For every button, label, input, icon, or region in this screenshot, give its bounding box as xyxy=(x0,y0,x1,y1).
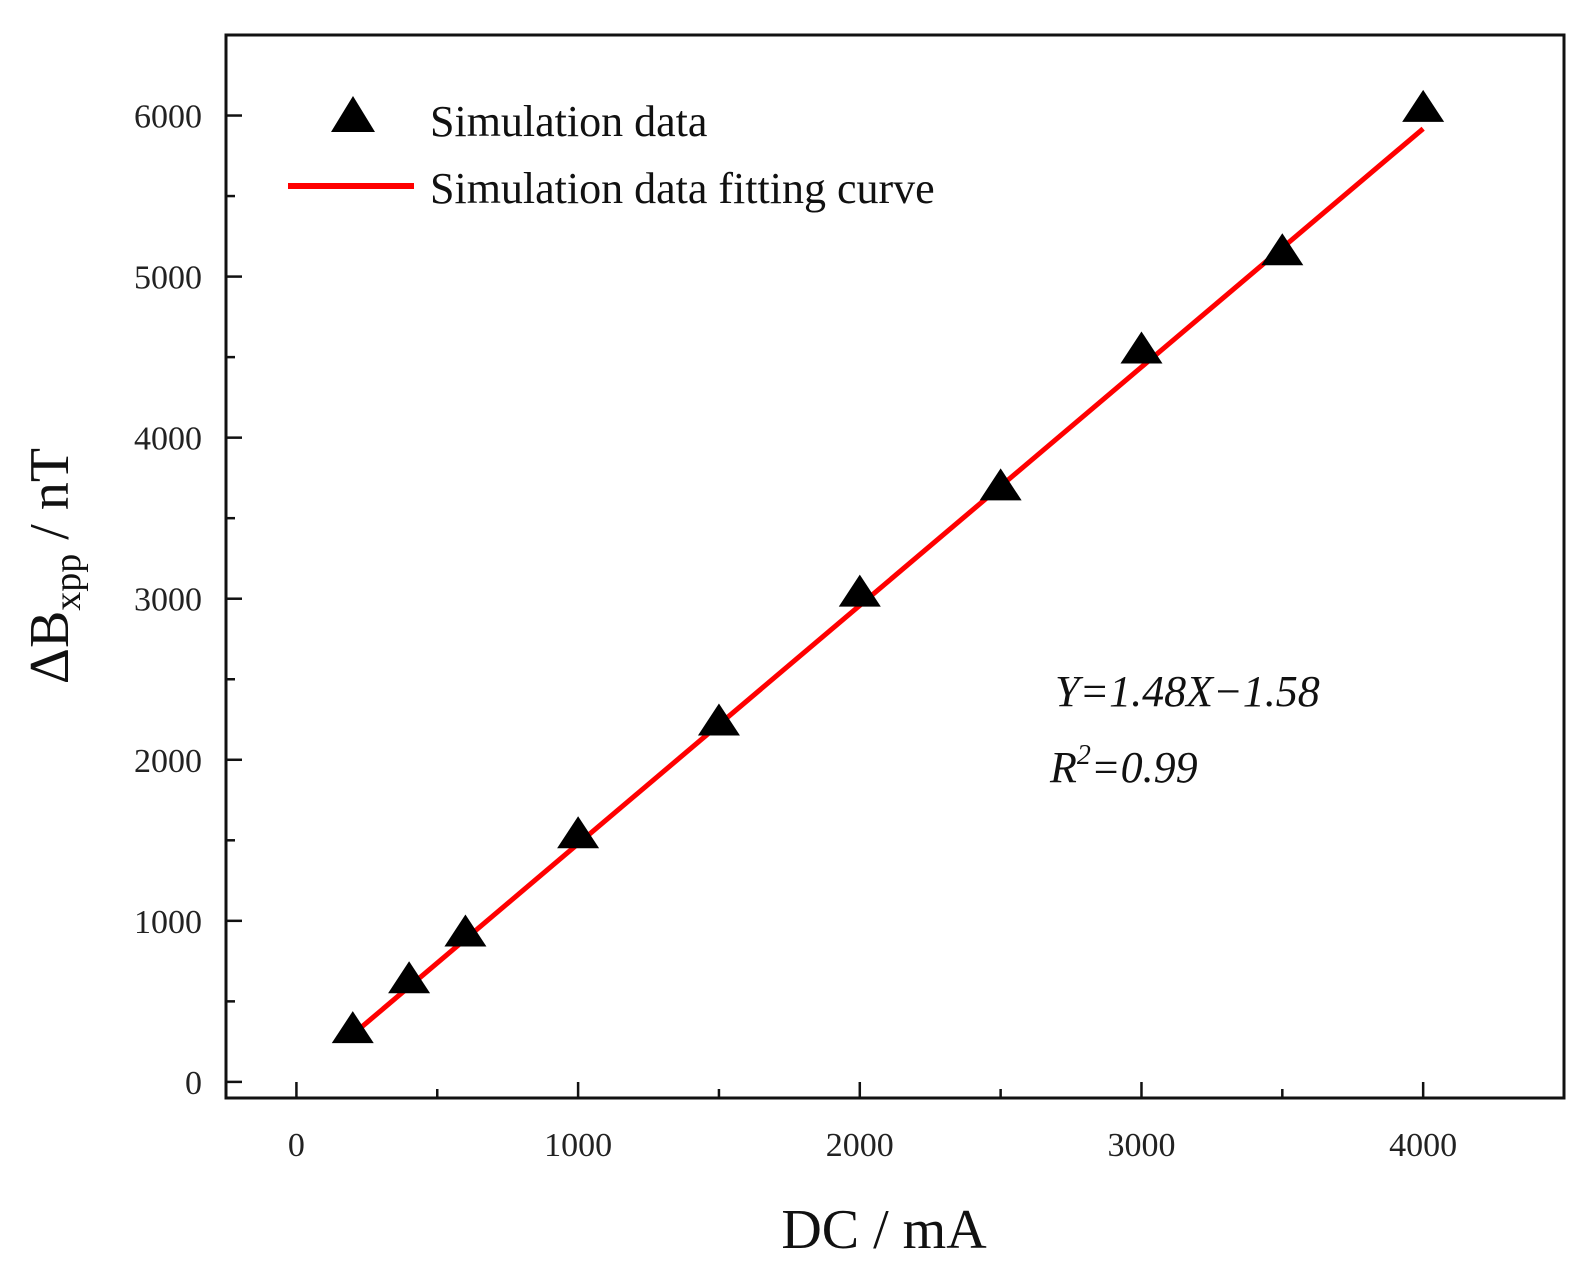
legend-label-simulation-data: Simulation data xyxy=(430,97,707,146)
x-tick-label: 4000 xyxy=(1389,1127,1457,1164)
data-point-triangle xyxy=(1261,233,1304,266)
plot-frame xyxy=(224,33,1566,1100)
x-tick-label: 1000 xyxy=(544,1127,612,1164)
y-tick-label: 5000 xyxy=(134,260,202,297)
fit-annotation: Y=1.48X−1.58 R2=0.99 xyxy=(1049,667,1320,792)
legend-label-fitting-curve: Simulation data fitting curve xyxy=(430,164,935,213)
x-tick-label: 2000 xyxy=(826,1127,894,1164)
data-point-triangle xyxy=(388,961,431,994)
data-point-triangle xyxy=(557,816,600,849)
y-tick-label: 1000 xyxy=(134,904,202,941)
fit-layer xyxy=(351,126,1425,1037)
y-tick-label: 4000 xyxy=(134,421,202,458)
fit-equation: Y=1.48X−1.58 xyxy=(1055,667,1320,716)
points-layer xyxy=(331,89,1445,1044)
data-point-triangle xyxy=(1120,331,1163,364)
y-axis-title-main: ΔB xyxy=(19,611,81,684)
legend: Simulation data Simulation data fitting … xyxy=(288,96,935,213)
data-point-triangle xyxy=(979,468,1022,501)
data-point-triangle xyxy=(1402,89,1445,122)
legend-triangle-marker xyxy=(331,96,375,132)
x-tick-label: 3000 xyxy=(1107,1127,1175,1164)
fit-line xyxy=(351,126,1425,1037)
y-axis-title-unit: / nT xyxy=(19,448,81,554)
r-squared-label: R2=0.99 xyxy=(1049,740,1198,792)
y-tick-label: 6000 xyxy=(134,99,202,136)
x-axis-ticks: 0 1000 2000 3000 4000 xyxy=(288,1082,1457,1164)
y-tick-label: 0 xyxy=(185,1065,202,1102)
y-axis-title: ΔBxpp / nT xyxy=(19,448,89,684)
x-axis-title: DC / mA xyxy=(781,1199,987,1261)
data-point-triangle xyxy=(697,703,740,736)
y-axis-title-subscript: xpp xyxy=(47,554,89,611)
data-point-triangle xyxy=(331,1011,374,1044)
x-tick-label: 0 xyxy=(288,1127,305,1164)
r-squared-value: =0.99 xyxy=(1091,743,1198,792)
y-tick-label: 2000 xyxy=(134,743,202,780)
data-point-triangle xyxy=(838,574,881,607)
y-tick-label: 3000 xyxy=(134,582,202,619)
y-axis-ticks: 0 1000 2000 3000 4000 5000 6000 xyxy=(134,99,242,1102)
data-point-triangle xyxy=(444,914,487,947)
r-squared-exponent: 2 xyxy=(1077,740,1091,771)
r-squared-prefix: R xyxy=(1049,743,1077,792)
